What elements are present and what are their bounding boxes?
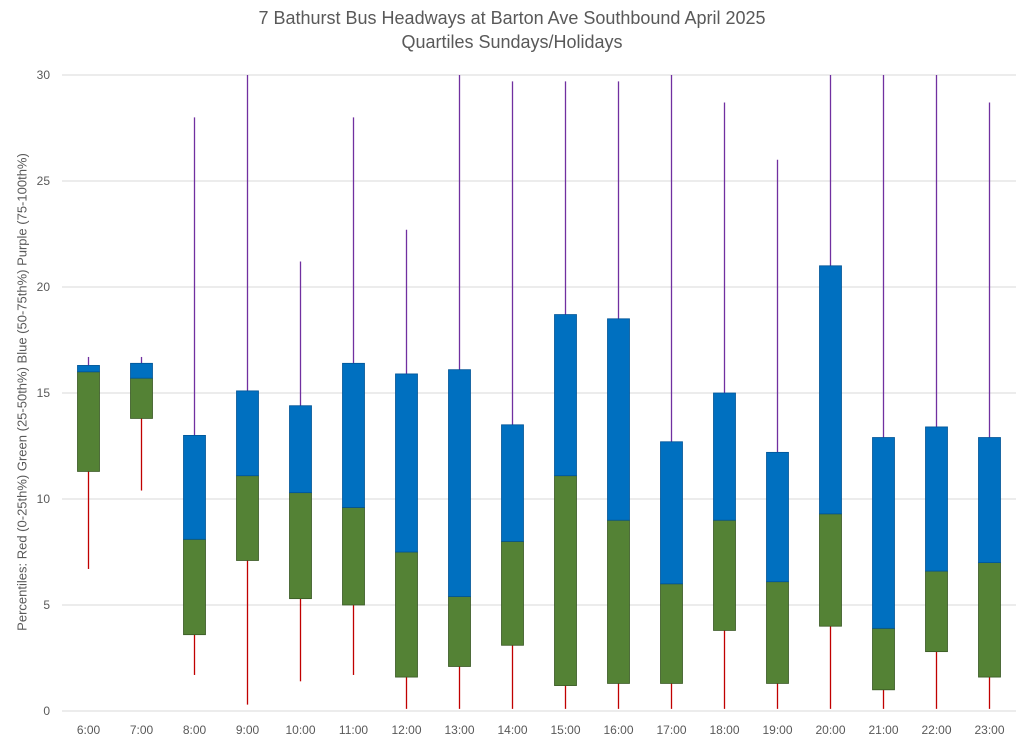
x-tick-label: 23:00 — [974, 723, 1004, 737]
box-upper — [766, 451, 789, 583]
x-tick-label: 8:00 — [183, 723, 207, 737]
box-lower — [501, 541, 524, 646]
y-tick-label: 30 — [37, 68, 51, 82]
y-tick-label: 15 — [37, 386, 51, 400]
box-9:00 — [236, 75, 259, 705]
chart-subtitle: Quartiles Sundays/Holidays — [401, 32, 623, 52]
box-upper — [395, 373, 418, 553]
box-lower — [77, 371, 100, 472]
x-tick-label: 18:00 — [709, 723, 739, 737]
y-tick-label: 25 — [37, 174, 51, 188]
x-tick-label: 16:00 — [603, 723, 633, 737]
box-lower — [819, 513, 842, 627]
box-lower — [713, 519, 736, 631]
chart-title-block: 7 Bathurst Bus Headways at Barton Ave So… — [0, 6, 1024, 54]
box-lower — [978, 562, 1001, 678]
y-tick-label: 0 — [43, 704, 50, 718]
box-8:00 — [183, 117, 206, 675]
box-upper — [872, 437, 895, 629]
y-tick-label: 20 — [37, 280, 51, 294]
box-upper — [289, 405, 312, 494]
box-20:00 — [819, 75, 842, 709]
x-tick-label: 12:00 — [391, 723, 421, 737]
box-19:00 — [766, 159, 789, 709]
x-tick-label: 14:00 — [497, 723, 527, 737]
box-lower — [236, 475, 259, 561]
x-tick-label: 6:00 — [77, 723, 101, 737]
box-lower — [766, 581, 789, 684]
box-upper — [819, 265, 842, 515]
box-upper — [554, 314, 577, 477]
box-series — [77, 75, 1001, 709]
box-13:00 — [448, 75, 471, 709]
box-14:00 — [501, 81, 524, 709]
box-upper — [660, 441, 683, 585]
x-tick-label: 17:00 — [656, 723, 686, 737]
box-upper — [925, 426, 948, 572]
box-upper — [183, 434, 206, 540]
box-10:00 — [289, 261, 312, 682]
box-lower — [554, 475, 577, 686]
box-6:00 — [77, 356, 100, 569]
box-16:00 — [607, 81, 630, 709]
box-lower — [925, 570, 948, 653]
x-tick-label: 15:00 — [550, 723, 580, 737]
x-tick-labels: 6:00 7:00 8:00 9:00 10:00 11:00 12:00 13:00 14:0… — [77, 723, 1005, 737]
box-lower — [395, 551, 418, 678]
box-lower — [289, 492, 312, 600]
box-upper — [978, 437, 1001, 563]
box-lower — [183, 538, 206, 636]
box-upper — [607, 318, 630, 521]
box-upper — [130, 362, 153, 379]
box-21:00 — [872, 75, 895, 709]
x-tick-label: 19:00 — [762, 723, 792, 737]
box-18:00 — [713, 102, 736, 709]
x-tick-label: 20:00 — [815, 723, 845, 737]
x-tick-label: 11:00 — [339, 723, 368, 737]
x-tick-label: 13:00 — [444, 723, 474, 737]
x-tick-label: 22:00 — [921, 723, 951, 737]
box-lower — [448, 596, 471, 667]
box-upper — [236, 390, 259, 477]
box-upper — [448, 369, 471, 597]
box-22:00 — [925, 75, 948, 709]
box-17:00 — [660, 75, 683, 709]
box-upper — [713, 392, 736, 521]
x-tick-label: 7:00 — [130, 723, 154, 737]
y-tick-label: 5 — [43, 598, 50, 612]
y-tick-labels: 0 5 10 15 20 25 30 — [37, 68, 51, 718]
box-lower — [130, 377, 153, 419]
box-upper — [342, 362, 365, 508]
box-7:00 — [130, 356, 153, 491]
x-tick-label: 9:00 — [236, 723, 260, 737]
box-lower — [342, 507, 365, 606]
y-tick-label: 10 — [37, 492, 51, 506]
box-11:00 — [342, 117, 365, 675]
box-lower — [607, 519, 630, 684]
x-tick-label: 10:00 — [285, 723, 315, 737]
box-lower — [660, 583, 683, 684]
box-upper — [77, 365, 100, 373]
box-15:00 — [554, 81, 577, 709]
x-tick-label: 21:00 — [868, 723, 898, 737]
box-23:00 — [978, 102, 1001, 709]
gridlines — [62, 74, 1016, 712]
box-12:00 — [395, 229, 418, 709]
chart-title: 7 Bathurst Bus Headways at Barton Ave So… — [258, 8, 766, 28]
box-upper — [501, 424, 524, 542]
box-lower — [872, 627, 895, 691]
